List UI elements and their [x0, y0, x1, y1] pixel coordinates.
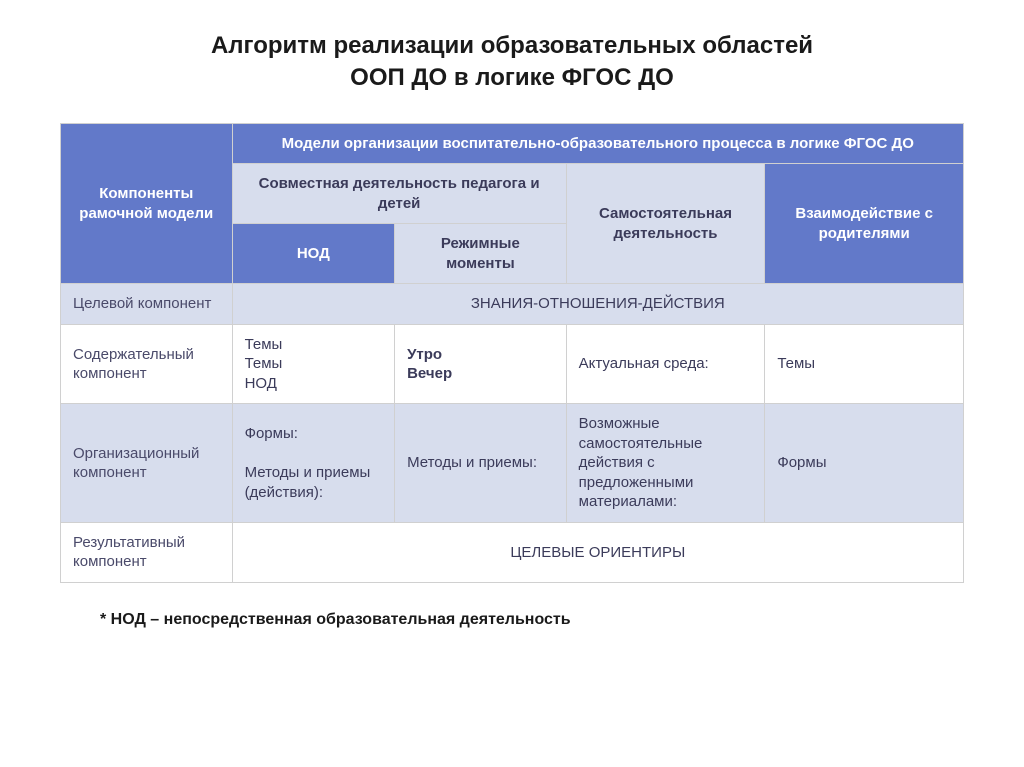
header-parents: Взаимодействие с родителями — [765, 164, 964, 284]
title-line-2: ООП ДО в логике ФГОС ДО — [350, 64, 674, 91]
header-nod: НОД — [232, 224, 395, 284]
page-title: Алгоритм реализации образовательных обла… — [60, 30, 964, 95]
row-org-c2: Методы и приемы: — [395, 404, 567, 523]
header-models: Модели организации воспитательно-образов… — [232, 123, 963, 164]
header-routine: Режимные моменты — [395, 224, 567, 284]
row-org-c4: Формы — [765, 404, 964, 523]
row-org-c1: Формы:Методы и приемы (действия): — [232, 404, 395, 523]
footnote: * НОД – непосредственная образовательная… — [60, 611, 964, 629]
row-target-label: Целевой компонент — [61, 284, 233, 325]
row-target-merged: ЗНАНИЯ-ОТНОШЕНИЯ-ДЕЙСТВИЯ — [232, 284, 963, 325]
title-line-1: Алгоритм реализации образовательных обла… — [211, 32, 813, 59]
row-result-label: Результативный компонент — [61, 522, 233, 582]
row-content-label: Содержательный компонент — [61, 324, 233, 404]
main-table: Компоненты рамочной модели Модели органи… — [60, 123, 964, 583]
header-joint-activity: Совместная деятельность педагога и детей — [232, 164, 566, 224]
row-content-c2: УтроВечер — [395, 324, 567, 404]
row-org-c3: Возможные самостоятельные действия с пре… — [566, 404, 765, 523]
row-result-merged: ЦЕЛЕВЫЕ ОРИЕНТИРЫ — [232, 522, 963, 582]
row-content-c3: Актуальная среда: — [566, 324, 765, 404]
row-content-c1: ТемыТемыНОД — [232, 324, 395, 404]
header-components: Компоненты рамочной модели — [61, 123, 233, 284]
row-content-c4: Темы — [765, 324, 964, 404]
header-independent: Самостоятельная деятельность — [566, 164, 765, 284]
row-org-label: Организационный компонент — [61, 404, 233, 523]
